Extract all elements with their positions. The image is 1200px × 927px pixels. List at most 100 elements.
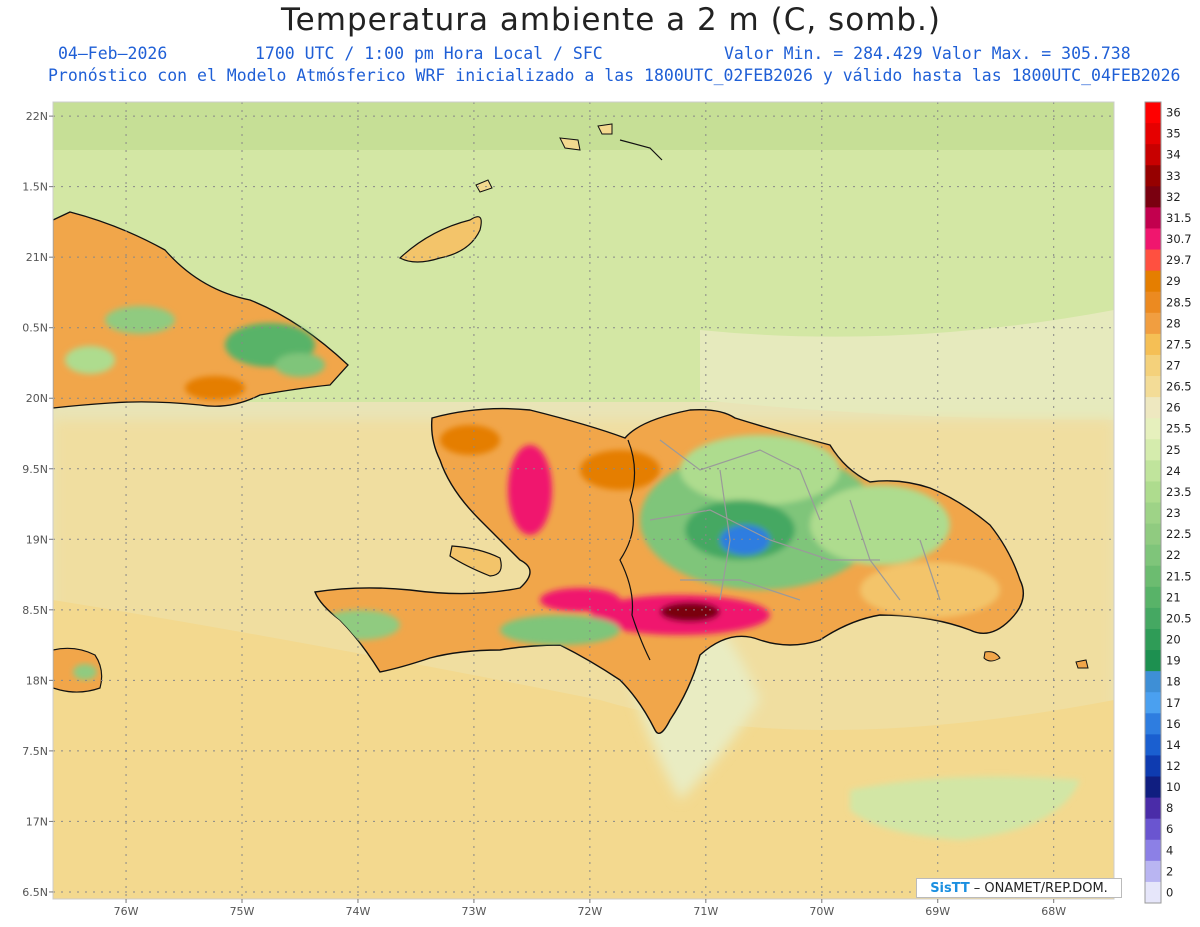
colorbar-swatch [1145,881,1161,904]
graticule [53,102,1114,899]
lat-axis: 22N 1.5N 21N 0.5N 20N 9.5N 19N 8.5N 18N 7.5N 17N 6.… [22,110,53,899]
small-island-2 [559,137,581,151]
sistt-logo: SisTT [930,880,970,896]
colorbar-label: 20 [1166,633,1181,647]
forecast-date: 04–Feb–2026 [58,44,168,63]
colorbar-swatch [1145,628,1161,651]
colorbar-swatch [1145,376,1161,398]
colorbar-swatch [1145,692,1161,714]
colorbar-swatch [1145,144,1161,166]
lon-tick-label: 74W [346,905,371,918]
lat-tick-label: 20N [26,392,48,405]
colorbar-label: 10 [1166,780,1181,794]
colorbar-swatch [1145,565,1161,588]
colorbar-label: 26.5 [1166,380,1192,394]
lat-tick-label: 7.5N [22,745,48,758]
colorbar-swatch [1145,249,1161,272]
lat-tick-label: 21N [26,251,48,264]
colorbar-label: 2 [1166,864,1173,878]
lon-tick-label: 75W [230,905,255,918]
lon-axis: 76W 75W 74W 73W 72W 71W 70W 69W 68W [114,899,1066,918]
lat-tick-label: 8.5N [22,604,48,617]
colorbar-label: 27 [1166,358,1181,372]
colorbar-label: 4 [1166,843,1173,857]
colorbar-swatch [1145,755,1161,778]
colorbar-label: 22.5 [1166,527,1192,541]
colorbar-swatch [1145,439,1161,461]
colorbar-swatch [1145,397,1161,419]
catalina-island [983,651,1001,662]
colorbar-swatch [1145,797,1161,820]
lat-tick-label: 0.5N [22,322,48,335]
lat-tick-label: 9.5N [22,463,48,476]
colorbar-label: 35 [1166,127,1181,141]
colorbar-swatch [1145,586,1161,609]
gonave-island [449,545,502,577]
colorbar-swatch [1145,354,1161,377]
colorbar-label: 0 [1166,885,1173,899]
model-info-line: Pronóstico con el Modelo Atmósferico WRF… [48,66,1181,85]
colorbar-label: 21.5 [1166,569,1192,583]
colorbar-swatch [1145,607,1161,630]
colorbar-label: 34 [1166,148,1181,162]
haiti-dr-border [619,439,651,661]
colorbar-swatch [1145,713,1161,735]
colorbar-swatch [1145,460,1161,482]
colorbar-label: 17 [1166,696,1181,710]
colorbar-swatch [1145,291,1161,314]
colorbar-swatch [1145,270,1161,293]
colorbar-swatch [1145,228,1161,251]
jamaica-green [73,664,97,680]
colorbar-label: 25 [1166,443,1181,457]
colorbar-label: 21 [1166,590,1181,604]
colorbar-label: 20.5 [1166,611,1192,625]
colorbar-swatch [1145,650,1161,672]
colorbar-label: 33 [1166,169,1181,183]
colorbar-label: 14 [1166,738,1181,752]
colorbar-swatch [1145,481,1161,503]
colorbar-label: 23 [1166,506,1181,520]
colorbar-label: 19 [1166,654,1181,668]
lat-tick-label: 6.5N [22,886,48,899]
colorbar-label: 32 [1166,190,1181,204]
colorbar-label: 25.5 [1166,422,1192,436]
lat-tick-label: 19N [26,533,48,546]
lat-tick-label: 22N [26,110,48,123]
colorbar-swatch [1145,333,1161,356]
colorbar-swatch [1145,207,1161,229]
colorbar-label: 28 [1166,316,1181,330]
colorbar-label: 29 [1166,274,1181,288]
colorbar-label: 22 [1166,548,1181,562]
lat-tick-label: 18N [26,674,48,687]
colorbar-swatch [1145,123,1161,145]
colorbar-label: 6 [1166,822,1173,836]
lat-tick-label: 1.5N [22,181,48,194]
forecast-time: 1700 UTC / 1:00 pm Hora Local / SFC [255,44,603,63]
value-max: Valor Max. = 305.738 [932,44,1131,63]
colorbar-label: 29.7 [1166,253,1192,267]
sea-cool-band [53,102,1114,150]
colorbar-swatch [1145,776,1161,799]
colorbar-swatch [1145,418,1161,440]
colorbar-swatch [1145,818,1161,841]
province-borders [649,439,941,601]
colorbar-swatch [1145,544,1161,567]
cuba-green-areas [65,306,325,400]
lon-tick-label: 73W [461,905,486,918]
map-field [53,102,1114,899]
colorbar-label: 28.5 [1166,295,1192,309]
colorbar-frame [1144,101,1162,904]
colorbar-label: 8 [1166,801,1173,815]
lon-tick-label: 70W [809,905,834,918]
lon-tick-label: 68W [1041,905,1066,918]
colorbar-label: 31.5 [1166,211,1192,225]
credit-box: SisTT – ONAMET/REP.DOM. [916,878,1122,898]
colorbar-label: 16 [1166,717,1181,731]
sea-mid-band [700,310,1114,420]
small-island-4 [619,139,663,161]
credit-org: – ONAMET/REP.DOM. [973,880,1108,896]
small-island-1 [475,179,493,193]
value-min: Valor Min. = 284.429 [724,44,923,63]
colorbar-label: 30.7 [1166,232,1192,246]
colorbar-swatch [1145,523,1161,546]
